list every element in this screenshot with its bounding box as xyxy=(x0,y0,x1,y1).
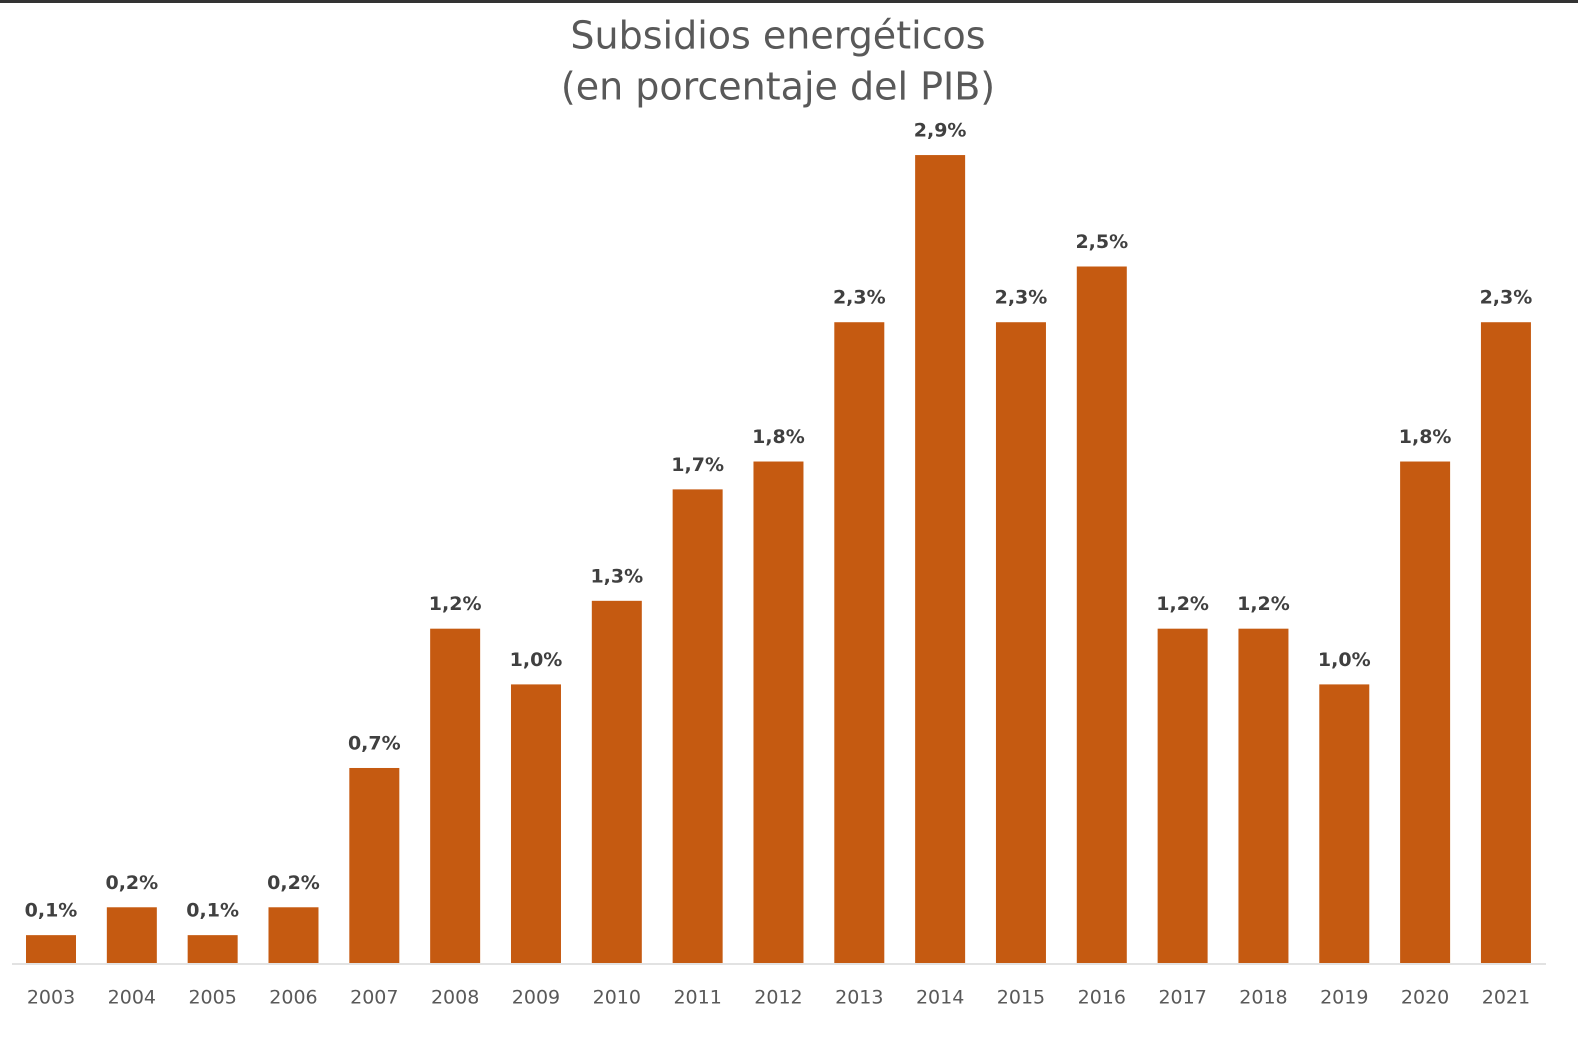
x-tick-label: 2003 xyxy=(27,987,75,1009)
bar xyxy=(349,767,400,963)
data-label: 0,2% xyxy=(105,872,158,894)
x-tick-label: 2009 xyxy=(512,987,560,1009)
data-label: 1,2% xyxy=(1156,593,1209,615)
data-label: 0,7% xyxy=(348,732,401,754)
x-tick-label: 2007 xyxy=(350,987,398,1009)
x-tick-label: 2013 xyxy=(835,987,883,1009)
chart-subtitle: (en porcentaje del PIB) xyxy=(561,65,995,109)
bar xyxy=(106,907,157,963)
bar xyxy=(672,489,723,963)
x-tick-label: 2005 xyxy=(188,987,236,1009)
x-tick-label: 2021 xyxy=(1482,987,1530,1009)
data-label: 1,3% xyxy=(590,565,643,587)
bar xyxy=(430,628,481,963)
bar xyxy=(915,155,966,963)
data-label: 0,2% xyxy=(267,872,320,894)
bar xyxy=(510,684,561,963)
chart-title: Subsidios energéticos xyxy=(570,14,985,58)
data-label: 2,3% xyxy=(833,287,886,309)
x-tick-label: 2012 xyxy=(754,987,802,1009)
data-label: 0,1% xyxy=(186,900,239,922)
x-tick-label: 2006 xyxy=(269,987,317,1009)
bar xyxy=(1157,628,1208,963)
data-label: 1,2% xyxy=(1237,593,1290,615)
x-tick-label: 2016 xyxy=(1078,987,1126,1009)
x-tick-label: 2008 xyxy=(431,987,479,1009)
bar xyxy=(1400,461,1451,963)
data-label: 2,3% xyxy=(1480,287,1533,309)
data-label: 1,2% xyxy=(429,593,482,615)
data-label: 2,5% xyxy=(1075,231,1128,253)
bar xyxy=(1319,684,1370,963)
data-label: 2,9% xyxy=(914,120,967,142)
x-tick-label: 2015 xyxy=(997,987,1045,1009)
data-label: 1,0% xyxy=(510,649,563,671)
data-label: 1,8% xyxy=(752,426,805,448)
bar xyxy=(995,322,1046,964)
bar xyxy=(591,600,642,963)
x-tick-label: 2010 xyxy=(593,987,641,1009)
x-tick-label: 2017 xyxy=(1158,987,1206,1009)
data-label: 1,0% xyxy=(1318,649,1371,671)
bar xyxy=(187,935,238,963)
bar xyxy=(1238,628,1289,963)
data-label: 0,1% xyxy=(25,900,78,922)
x-tick-label: 2018 xyxy=(1239,987,1287,1009)
data-label: 1,8% xyxy=(1399,426,1452,448)
data-label: 2,3% xyxy=(995,287,1048,309)
bar xyxy=(268,907,319,963)
bar xyxy=(753,461,804,963)
top-border xyxy=(0,0,1578,3)
bar xyxy=(834,322,885,964)
x-tick-label: 2004 xyxy=(108,987,156,1009)
data-label: 1,7% xyxy=(671,454,724,476)
bar xyxy=(26,935,76,963)
x-tick-label: 2011 xyxy=(673,987,721,1009)
x-tick-label: 2020 xyxy=(1401,987,1449,1009)
x-tick-label: 2014 xyxy=(916,987,964,1009)
bar xyxy=(1076,266,1127,963)
x-tick-label: 2019 xyxy=(1320,987,1368,1009)
bar xyxy=(1480,322,1531,964)
